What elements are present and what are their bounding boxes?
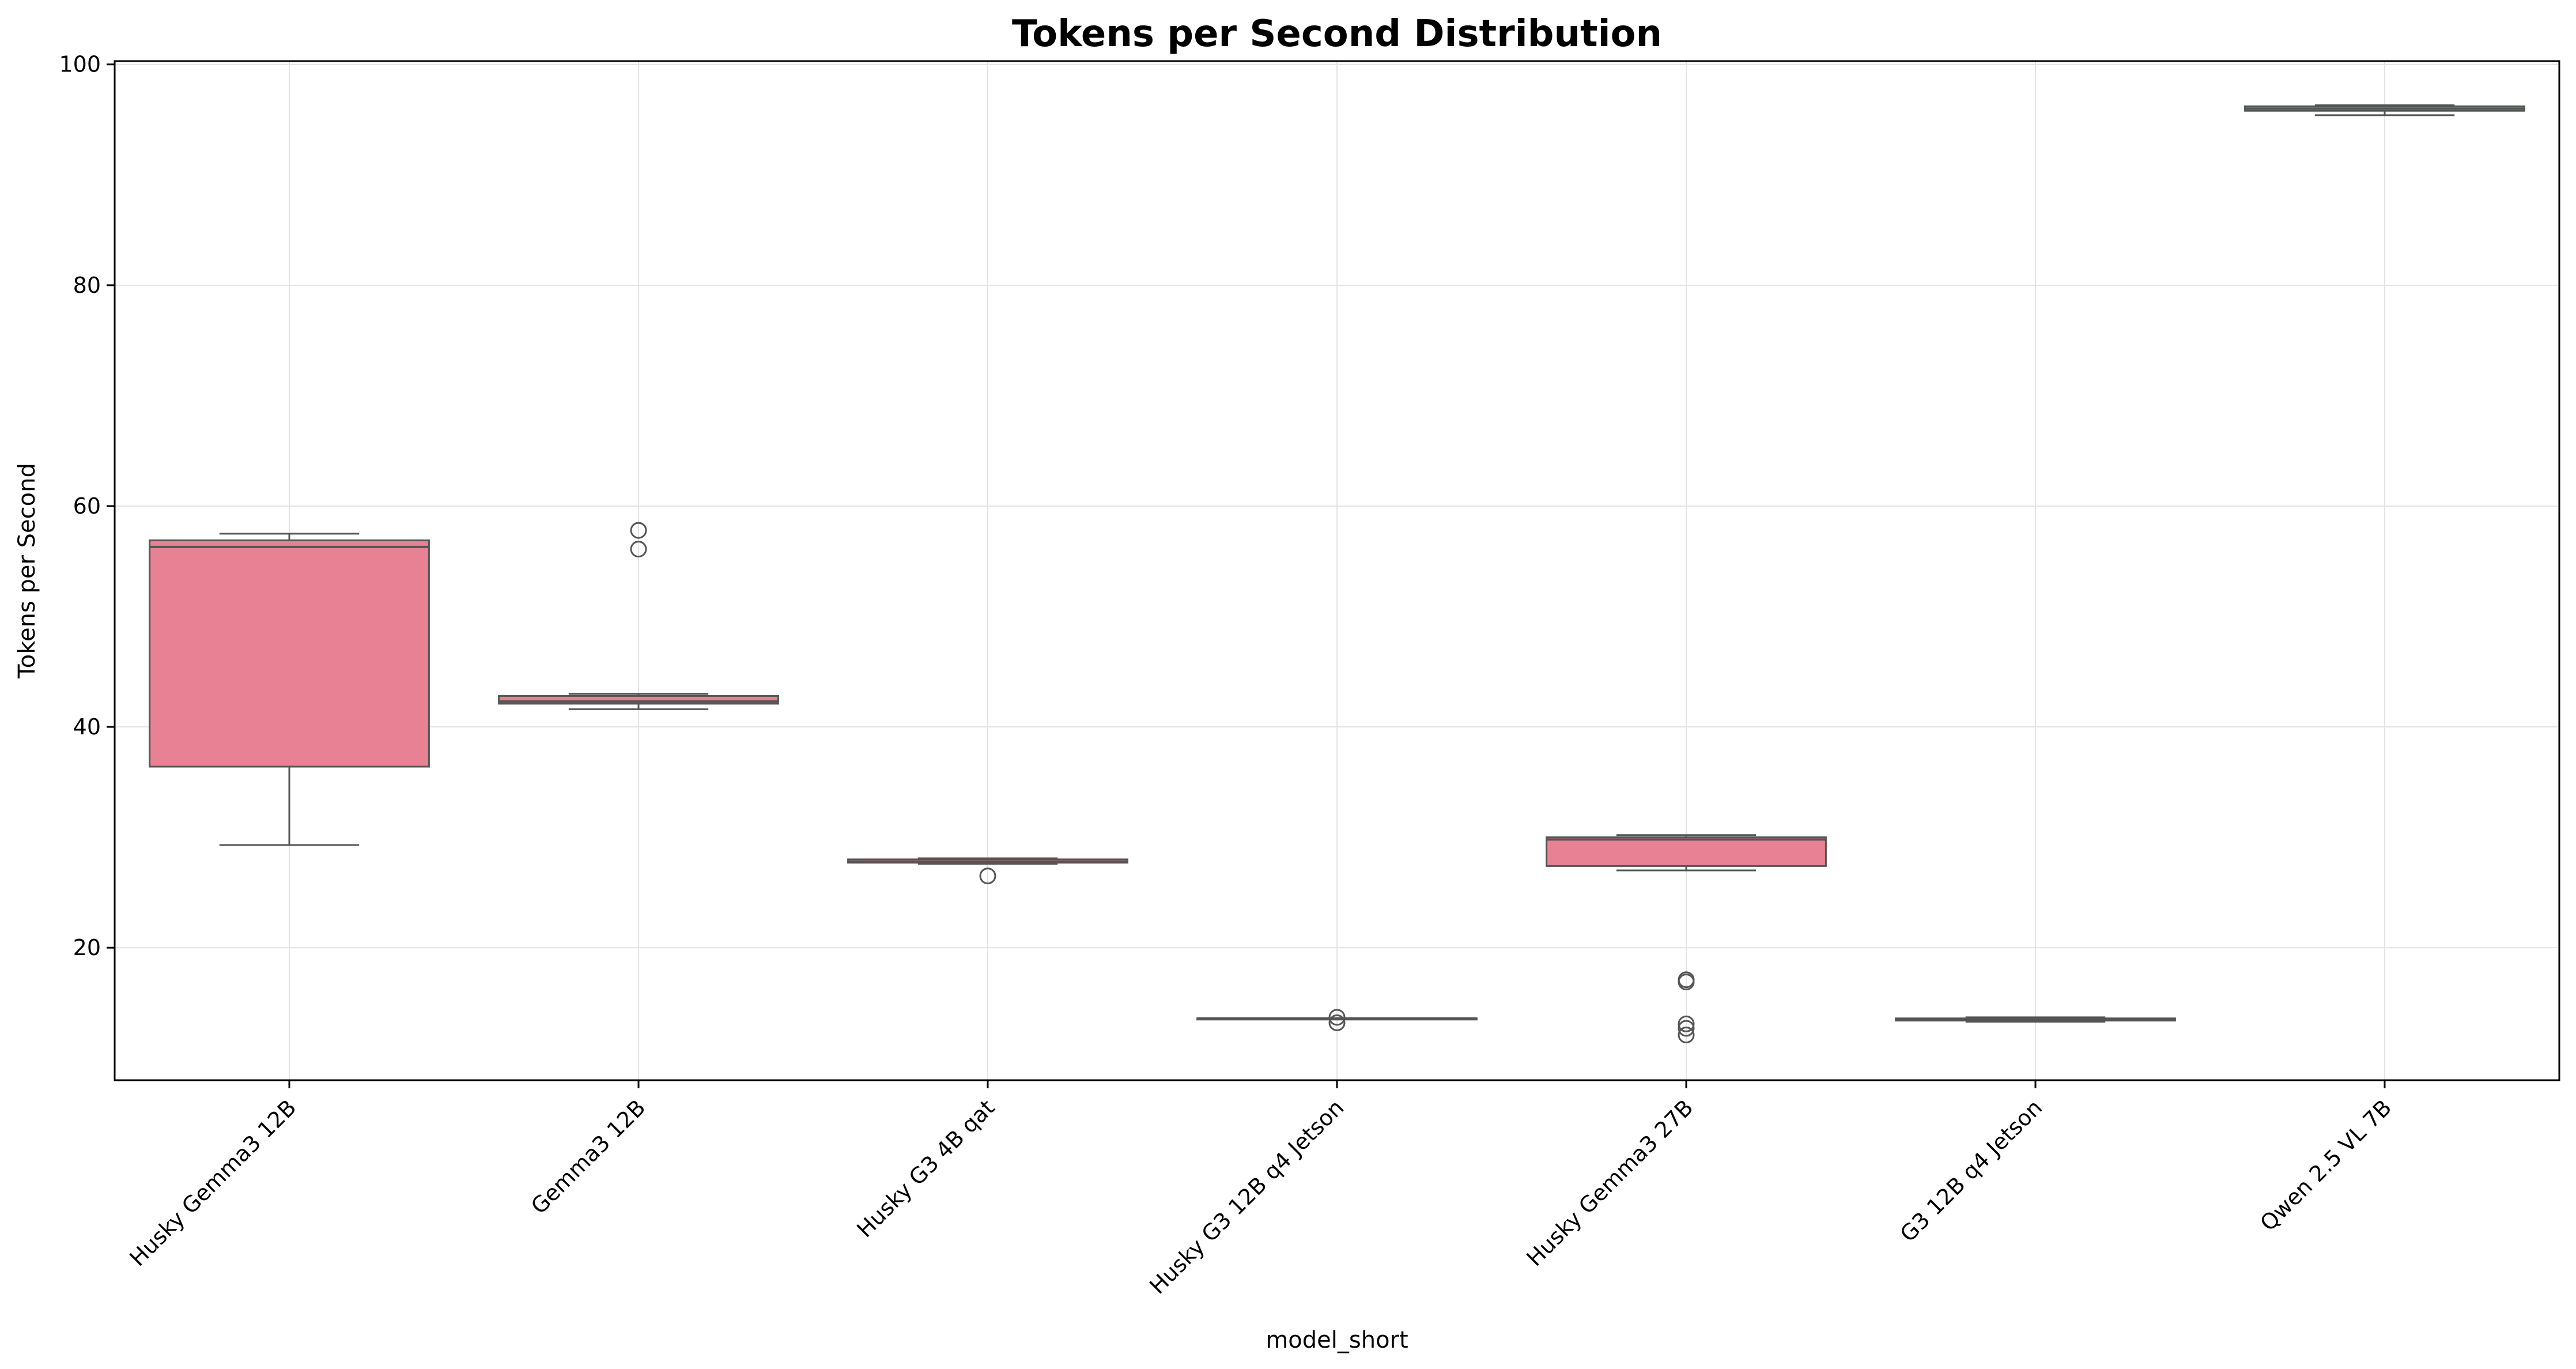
outlier-point bbox=[979, 868, 996, 885]
box-group bbox=[149, 533, 430, 846]
outlier-point bbox=[1678, 971, 1695, 989]
x-tick-label: Husky G3 4B qat bbox=[852, 1095, 999, 1242]
y-tick-label: 60 bbox=[73, 493, 101, 519]
box-group bbox=[498, 522, 779, 710]
y-tick-label: 20 bbox=[73, 935, 101, 960]
y-tick-label: 100 bbox=[59, 52, 101, 77]
outlier-point bbox=[1678, 1026, 1695, 1043]
x-tick-label: Husky G3 12B q4 Jetson bbox=[1145, 1095, 1349, 1299]
outlier-point bbox=[1678, 1020, 1695, 1037]
iqr-box bbox=[1546, 836, 1827, 867]
box-group bbox=[1895, 1016, 2176, 1023]
x-tick-label: G3 12B q4 Jetson bbox=[1895, 1095, 2047, 1247]
box-group bbox=[1546, 834, 1827, 1043]
box-group bbox=[2244, 104, 2525, 116]
outlier-point bbox=[630, 541, 647, 558]
box-group bbox=[1196, 1009, 1478, 1031]
chart-title: Tokens per Second Distribution bbox=[1012, 13, 1662, 55]
x-tick-label: Qwen 2.5 VL 7B bbox=[2255, 1095, 2396, 1236]
x-tick-label: Gemma3 12B bbox=[526, 1095, 651, 1219]
grid-lines bbox=[115, 61, 2559, 1080]
y-axis: 20 40 60 80 100 bbox=[59, 52, 115, 960]
y-tick-label: 80 bbox=[73, 273, 101, 298]
x-tick-label: Husky Gemma3 12B bbox=[125, 1095, 301, 1271]
y-axis-label: Tokens per Second bbox=[14, 463, 40, 679]
x-tick-label: Husky Gemma3 27B bbox=[1522, 1095, 1698, 1271]
x-axis: Husky Gemma3 12B Gemma3 12B Husky G3 4B qa… bbox=[125, 1080, 2396, 1299]
iqr-box bbox=[149, 539, 430, 768]
outlier-point bbox=[1678, 1015, 1695, 1032]
x-axis-label: model_short bbox=[1266, 1327, 1408, 1353]
outlier-point bbox=[1328, 1009, 1346, 1026]
box-group bbox=[847, 857, 1128, 885]
boxes bbox=[149, 104, 2525, 1043]
outlier-point bbox=[1328, 1014, 1346, 1031]
y-tick-label: 40 bbox=[73, 714, 101, 740]
outlier-point bbox=[630, 522, 647, 539]
